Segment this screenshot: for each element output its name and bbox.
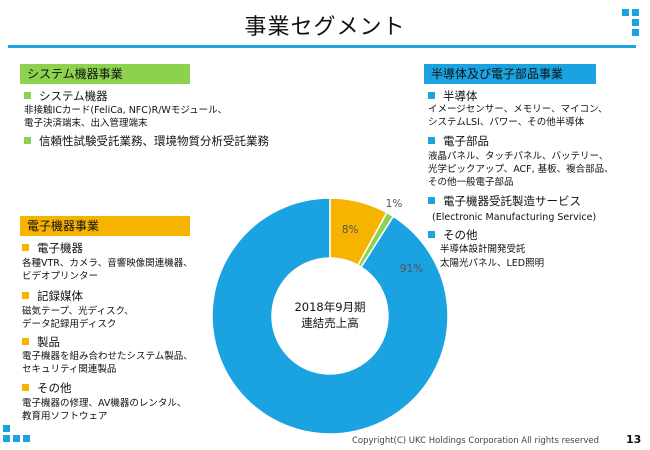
copyright-footer: Copyright(C) UKC Holdings Corporation Al… (352, 436, 599, 446)
semi-item-2-label: 電子部品 (443, 134, 489, 148)
semi-item-3: 電子機器受託製造サービス (428, 194, 581, 208)
semi-item-1-desc-2: システムLSI、パワー、その他半導体 (428, 117, 585, 128)
title-underline (8, 45, 636, 48)
slice-label-system: 1% (385, 197, 403, 210)
system-item-1-label: システム機器 (39, 89, 108, 103)
elec-item-2-label: 記録媒体 (37, 289, 83, 303)
system-item-2: 信頼性試験受託業務、環境物質分析受託業務 (24, 134, 269, 148)
donut-slice-system (356, 211, 395, 269)
blue-bullet-icon (428, 92, 435, 99)
slice-label-electronic: 8% (341, 223, 359, 236)
chart-center-line-1: 2018年9月期 (294, 300, 366, 314)
semi-item-3-label: 電子機器受託製造サービス (443, 194, 581, 208)
orange-bullet-icon (22, 338, 29, 345)
semi-item-3-desc-1: (Electronic Manufacturing Service) (432, 212, 597, 223)
orange-bullet-icon (22, 292, 29, 299)
elec-item-3-desc-1: 電子機器を組み合わせたシステム製品、 (22, 351, 193, 362)
page-title: 事業セグメント (244, 15, 406, 40)
chart-center-label: 2018年9月期 連結売上高 (285, 299, 375, 331)
elec-item-3-label: 製品 (37, 335, 60, 349)
system-segment-heading: システム機器事業 (20, 64, 190, 84)
chart-center-line-2: 連結売上高 (301, 316, 359, 330)
semi-item-4-desc-2: 太陽光パネル、LED照明 (440, 258, 545, 269)
electronic-segment-heading: 電子機器事業 (20, 216, 190, 236)
semi-item-2-desc-1: 液晶パネル、タッチパネル、バッテリー、 (428, 151, 609, 162)
elec-item-4-label: その他 (37, 381, 72, 395)
donut-slice-semiconductor (211, 197, 449, 435)
elec-item-3-desc-2: セキュリティ関連製品 (22, 364, 117, 375)
elec-item-2: 記録媒体 (22, 289, 83, 303)
blue-bullet-icon (428, 197, 435, 204)
elec-item-2-desc-2: データ記録用ディスク (22, 319, 117, 330)
semi-item-4-desc-1: 半導体設計開発受託 (440, 244, 526, 255)
elec-item-4-desc-2: 教育用ソフトウェア (22, 411, 108, 422)
slice-label-semiconductor: 91% (399, 263, 424, 276)
semi-item-1: 半導体 (428, 89, 478, 103)
system-item-1-desc-2: 電子決済端末、出入管理端末 (24, 118, 148, 129)
semiconductor-segment-heading: 半導体及び電子部品事業 (424, 64, 596, 84)
green-bullet-icon (24, 92, 31, 99)
orange-bullet-icon (22, 384, 29, 391)
semi-item-4-label: その他 (443, 228, 478, 242)
green-bullet-icon (24, 137, 31, 144)
elec-item-1-desc-2: ビデオプリンター (22, 271, 99, 282)
semi-item-4: その他 (428, 228, 478, 242)
semi-item-1-label: 半導体 (443, 89, 478, 103)
system-item-1: システム機器 (24, 89, 108, 103)
blue-bullet-icon (428, 231, 435, 238)
elec-item-3: 製品 (22, 335, 60, 349)
orange-bullet-icon (22, 244, 29, 251)
elec-item-2-desc-1: 磁気テープ、光ディスク、 (22, 306, 134, 317)
page-number: 13 (626, 433, 642, 446)
blue-bullet-icon (428, 137, 435, 144)
system-item-1-desc-1: 非接触ICカード(FeliCa, NFC)R/Wモジュール、 (24, 105, 228, 116)
elec-item-1-label: 電子機器 (37, 241, 83, 255)
elec-item-1: 電子機器 (22, 241, 83, 255)
system-item-2-label: 信頼性試験受託業務、環境物質分析受託業務 (39, 134, 269, 148)
semi-item-1-desc-1: イメージセンサー、メモリー、マイコン、 (428, 104, 608, 115)
semi-item-2-desc-2: 光学ピックアップ、ACF, 基板、複合部品、 (428, 164, 614, 175)
semi-item-2: 電子部品 (428, 134, 489, 148)
semi-item-2-desc-3: その他一般電子部品 (428, 177, 514, 188)
elec-item-4-desc-1: 電子機器の修理、AV機器のレンタル、 (22, 398, 187, 409)
elec-item-1-desc-1: 各種VTR、カメラ、音響映像関連機器、 (22, 258, 193, 269)
elec-item-4: その他 (22, 381, 72, 395)
